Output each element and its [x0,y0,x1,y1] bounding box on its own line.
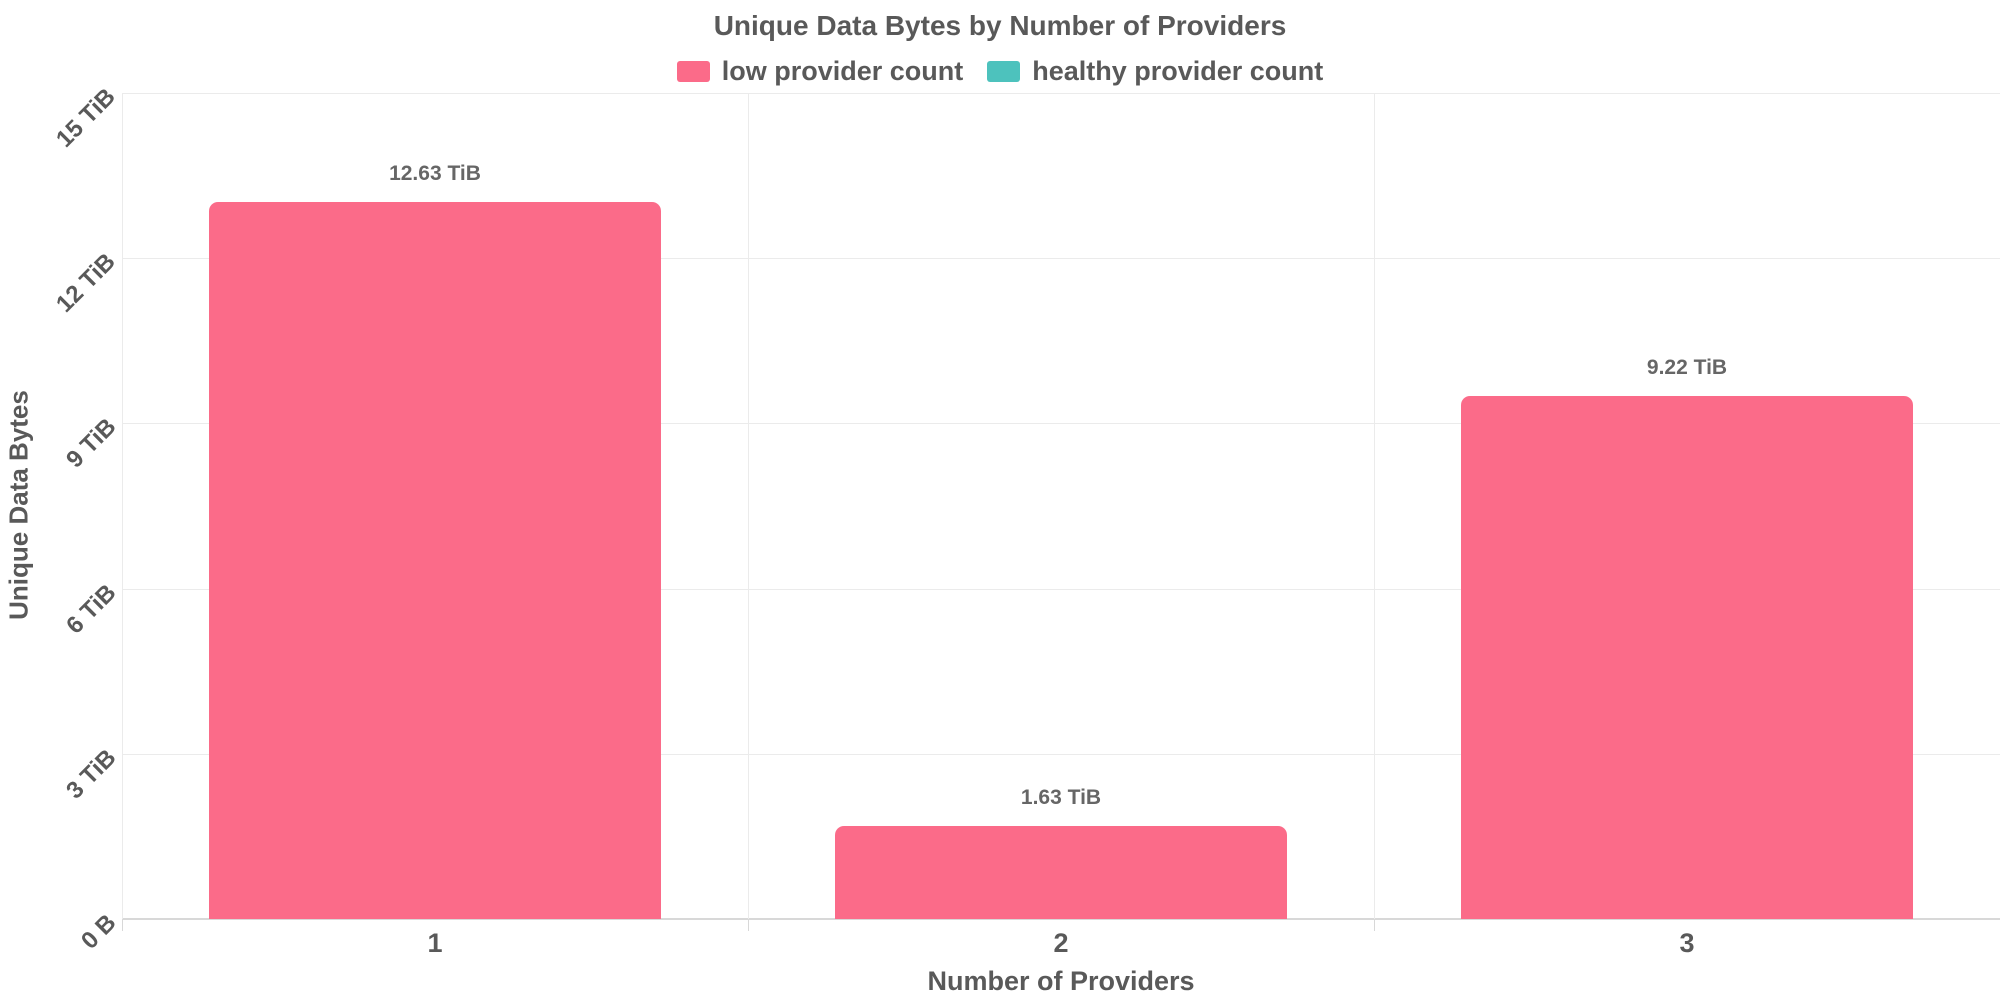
gridline-horizontal [122,753,2000,755]
y-axis-tick-label: 0 B [75,909,122,955]
legend-item-healthy-provider-count[interactable]: healthy provider count [987,56,1323,86]
legend-swatch-low-provider-count [676,60,710,82]
bar-value-label: 9.22 TiB [1646,355,1728,379]
x-axis-tick-label: 1 [427,928,443,958]
bar-low-provider-count-category-2 [835,826,1287,919]
gridline-horizontal [122,588,2000,590]
legend-label-low-provider-count: low provider count [721,56,964,86]
gridline-horizontal [122,423,2000,425]
bar-value-label: 1.63 TiB [1020,786,1102,810]
legend: low provider count healthy provider coun… [0,56,2000,86]
gridline-vertical [748,93,749,919]
x-axis-line [122,918,2000,920]
bar-low-provider-count-category-3 [1461,395,1913,919]
legend-item-low-provider-count[interactable]: low provider count [676,56,964,86]
y-axis-tick-label: 6 TiB [60,578,122,639]
bar-low-provider-count-category-1 [209,201,661,919]
legend-label-healthy-provider-count: healthy provider count [1032,56,1324,86]
legend-swatch-healthy-provider-count [987,60,1021,82]
gridline-horizontal [122,258,2000,260]
y-axis-tick-label: 15 TiB [51,83,122,153]
y-axis-tick-label: 3 TiB [60,743,122,805]
x-axis-tick-mark [122,919,123,931]
gridline-vertical [122,93,123,919]
chart-title: Unique Data Bytes by Number of Providers [713,10,1287,41]
gridline-vertical [1374,93,1375,919]
y-axis-title: Unique Data Bytes [3,390,34,620]
x-axis-tick-mark [748,919,749,931]
y-axis-tick-label: 9 TiB [60,413,122,474]
x-axis-title: Number of Providers [927,966,1195,996]
y-axis-tick-label: 12 TiB [51,248,122,319]
x-axis-tick-mark [1374,919,1375,931]
x-axis-tick-label: 3 [1679,928,1695,958]
gridline-horizontal [122,93,2000,94]
x-axis-tick-label: 2 [1053,928,1069,958]
bar-value-label: 12.63 TiB [389,161,481,185]
